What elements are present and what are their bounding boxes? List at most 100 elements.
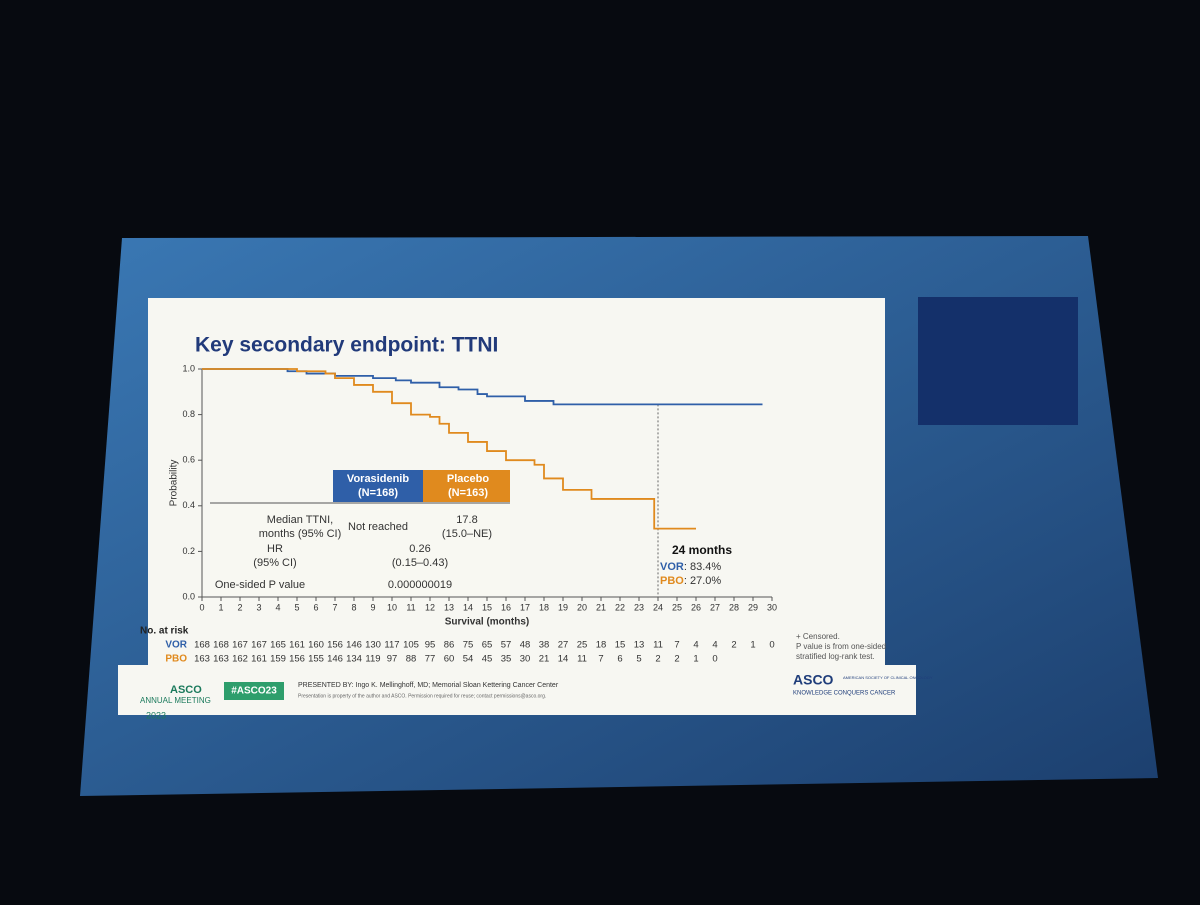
at-risk-title: No. at risk: [140, 626, 189, 637]
table-cell: Not reached: [348, 521, 408, 533]
x-tick-label: 22: [615, 602, 625, 612]
hashtag: #ASCO23: [231, 686, 277, 697]
annotation-label: VOR: [660, 561, 684, 573]
x-tick-label: 16: [501, 602, 511, 612]
at-risk-value: 75: [463, 640, 474, 651]
survival-curve: [202, 368, 763, 406]
table-row-label: HR: [267, 543, 283, 555]
table-row-label: One-sided P value: [215, 579, 305, 591]
at-risk-value: 48: [520, 640, 531, 651]
at-risk-value: 7: [674, 640, 679, 651]
table-header-n: (N=163): [448, 487, 488, 499]
at-risk-value: 65: [482, 640, 493, 651]
at-risk-value: 0: [769, 640, 774, 651]
table-header-name: Vorasidenib: [347, 473, 409, 485]
at-risk-value: 77: [425, 654, 436, 665]
notice: Presentation is property of the author a…: [298, 693, 546, 699]
at-risk-value: 156: [327, 640, 343, 651]
at-risk-value: 21: [539, 654, 550, 665]
presenter: PRESENTED BY: Ingo K. Mellinghoff, MD; M…: [298, 682, 559, 689]
at-risk-label: VOR: [165, 640, 187, 651]
at-risk-value: 7: [598, 654, 603, 665]
x-tick-label: 2: [237, 602, 242, 612]
at-risk-value: 2: [674, 654, 679, 665]
x-tick-label: 14: [463, 602, 473, 612]
x-axis-label: Survival (months): [445, 617, 529, 628]
x-tick-label: 21: [596, 602, 606, 612]
at-risk-value: 0: [712, 654, 717, 665]
at-risk-value: 86: [444, 640, 455, 651]
x-tick-label: 1: [218, 602, 223, 612]
y-tick-label: 0.4: [182, 500, 195, 510]
x-tick-label: 19: [558, 602, 568, 612]
x-tick-label: 13: [444, 602, 454, 612]
table-cell: (15.0–NE): [442, 528, 492, 540]
table-cell: (0.15–0.43): [392, 557, 448, 569]
at-risk-value: 15: [615, 640, 626, 651]
x-tick-label: 10: [387, 602, 397, 612]
slide-title: Key secondary endpoint: TTNI: [195, 334, 498, 357]
table-row-label: months (95% CI): [259, 528, 342, 540]
y-tick-label: 1.0: [182, 363, 195, 373]
logo-sub: AMERICAN SOCIETY OF CLINICAL ONCOLOGY: [843, 675, 933, 680]
meeting-brand: ASCO: [170, 684, 202, 696]
table-header-n: (N=168): [358, 487, 398, 499]
at-risk-value: 161: [289, 640, 305, 651]
x-tick-label: 0: [199, 602, 204, 612]
y-tick-label: 0.8: [182, 409, 195, 419]
survival-curve: [202, 368, 696, 530]
tagline: KNOWLEDGE CONQUERS CANCER: [793, 691, 896, 697]
at-risk-label: PBO: [165, 654, 187, 665]
at-risk-value: 18: [596, 640, 607, 651]
at-risk-value: 119: [365, 654, 380, 665]
table-bg: [210, 503, 510, 595]
x-tick-label: 12: [425, 602, 435, 612]
at-risk-value: 163: [213, 654, 229, 665]
at-risk-value: 14: [558, 654, 569, 665]
y-axis-label: Probability: [169, 460, 180, 507]
at-risk-value: 88: [406, 654, 417, 665]
at-risk-value: 168: [194, 640, 210, 651]
at-risk-value: 156: [289, 654, 305, 665]
x-tick-label: 6: [313, 602, 318, 612]
at-risk-value: 165: [270, 640, 286, 651]
annotation-line: VOR: 83.4%: [660, 561, 721, 573]
at-risk-value: 30: [520, 654, 531, 665]
table-cell: 0.26: [409, 543, 430, 555]
presenter-video: [918, 297, 1078, 425]
meeting-sub: ANNUAL MEETING: [140, 696, 211, 705]
x-tick-label: 29: [748, 602, 758, 612]
at-risk-value: 25: [577, 640, 588, 651]
x-tick-label: 27: [710, 602, 720, 612]
footnote: + Censored.: [796, 632, 840, 641]
at-risk-value: 57: [501, 640, 512, 651]
at-risk-value: 45: [482, 654, 493, 665]
at-risk-value: 2: [731, 640, 736, 651]
x-tick-label: 4: [275, 602, 280, 612]
at-risk-value: 6: [617, 654, 622, 665]
footnote: P value is from one-sided: [796, 642, 886, 651]
table-header: [423, 470, 510, 502]
x-tick-label: 3: [256, 602, 261, 612]
slide: [148, 298, 885, 692]
at-risk-value: 1: [693, 654, 698, 665]
at-risk-value: 5: [636, 654, 641, 665]
logo: ASCO: [793, 672, 834, 688]
at-risk-value: 162: [232, 654, 248, 665]
at-risk-value: 11: [653, 640, 663, 651]
at-risk-value: 167: [232, 640, 248, 651]
x-tick-label: 18: [539, 602, 549, 612]
annotation-line: PBO: 27.0%: [660, 575, 721, 587]
at-risk-value: 2: [655, 654, 660, 665]
meeting-year: 2023: [146, 710, 166, 720]
at-risk-value: 13: [634, 640, 645, 651]
x-tick-label: 23: [634, 602, 644, 612]
x-tick-label: 24: [653, 602, 663, 612]
table-cell: 17.8: [456, 514, 477, 526]
x-tick-label: 15: [482, 602, 492, 612]
x-tick-label: 25: [672, 602, 682, 612]
at-risk-value: 167: [251, 640, 267, 651]
annotation-value: : 83.4%: [684, 561, 722, 573]
at-risk-value: 11: [577, 654, 587, 665]
